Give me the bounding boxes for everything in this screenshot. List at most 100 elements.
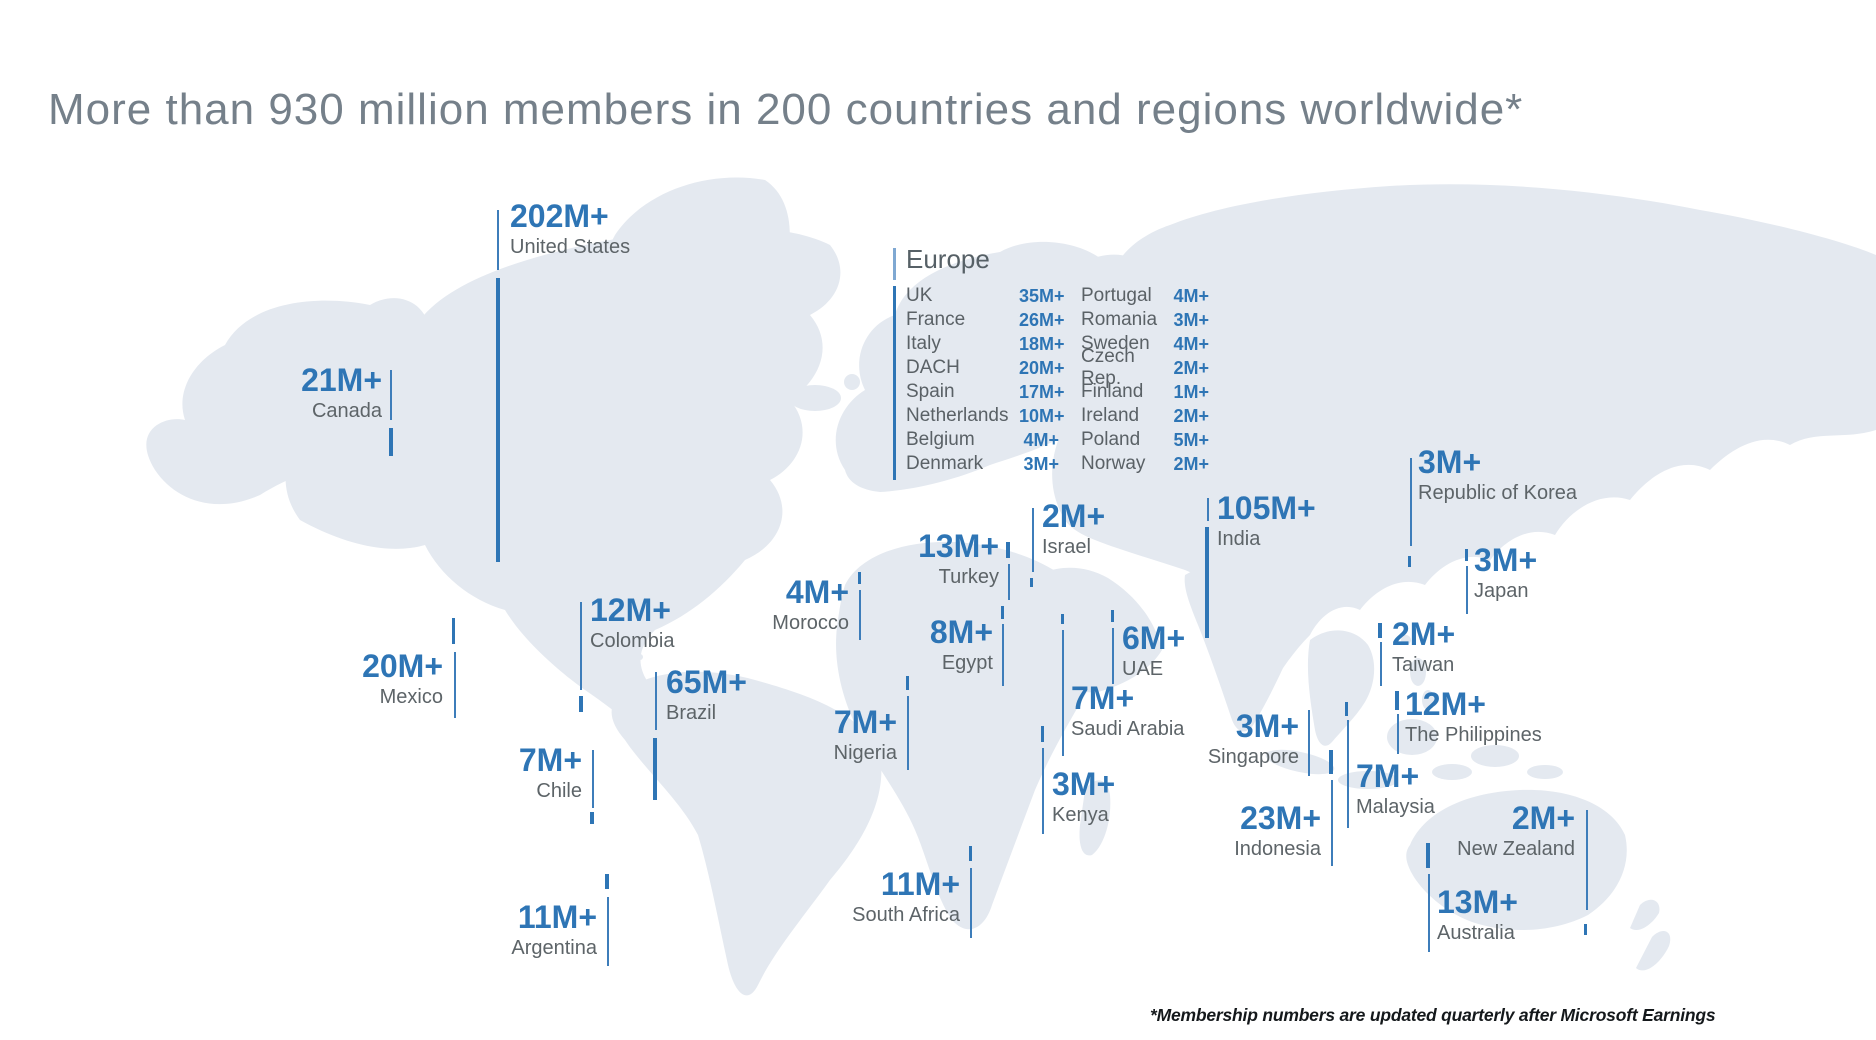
europe-value: 4M+ (1023, 429, 1059, 450)
europe-country: Sweden (1081, 333, 1150, 354)
callout-india: 105M+ India (1217, 492, 1316, 550)
callout-uae: 6M+ UAE (1122, 622, 1185, 680)
leader-line-saudi (1061, 614, 1064, 624)
member-count: 105M+ (1217, 490, 1316, 526)
country-name: Taiwan (1392, 654, 1455, 676)
country-name: New Zealand (1457, 838, 1575, 860)
leader-line-india (1205, 527, 1209, 638)
country-name: Colombia (590, 630, 675, 652)
europe-country: Belgium (906, 429, 975, 450)
country-name: Australia (1437, 922, 1515, 944)
country-name: Brazil (666, 702, 717, 724)
europe-value: 20M+ (1019, 357, 1065, 378)
member-count: 2M+ (1511, 800, 1575, 836)
member-count: 2M+ (1042, 498, 1106, 534)
leader-line-southafrica (970, 868, 972, 938)
country-name: United States (510, 236, 631, 258)
leader-line-mexico (454, 652, 456, 718)
leader-line-india (1207, 498, 1209, 521)
callout-morocco: 4M+ Morocco (772, 576, 849, 634)
member-count: 4M+ (785, 574, 849, 610)
member-count: 7M+ (1356, 758, 1420, 794)
europe-country: Netherlands (906, 405, 1009, 426)
leader-line-egypt (1002, 624, 1004, 686)
member-count: 21M+ (301, 362, 382, 398)
europe-panel-accent-line-top (893, 248, 896, 280)
europe-panel: Europe UK 35M+ Portugal 4M+ France 26M+ Romani… (893, 244, 1223, 494)
member-count: 7M+ (518, 742, 582, 778)
leader-line-turkey (1006, 542, 1010, 558)
leader-line-us (496, 278, 500, 562)
europe-country: Czech Rep. (1081, 346, 1135, 389)
member-count: 6M+ (1122, 620, 1186, 656)
europe-country-grid: UK 35M+ Portugal 4M+ France 26M+ Romania 3M+ Ita… (906, 284, 1209, 476)
country-name: Canada (311, 400, 382, 422)
leader-line-israel (1030, 578, 1033, 587)
country-name: India (1217, 528, 1261, 550)
callout-argentina: 11M+ Argentina (511, 901, 597, 959)
europe-country: UK (906, 285, 933, 306)
leader-line-southafrica (969, 846, 972, 861)
leader-line-egypt (1001, 606, 1004, 619)
leader-line-nigeria (907, 696, 909, 770)
leader-line-chile (590, 812, 594, 824)
leader-line-argentina (605, 874, 609, 889)
callout-kenya: 3M+ Kenya (1052, 768, 1115, 826)
member-count: 12M+ (590, 592, 671, 628)
country-name: Japan (1474, 580, 1529, 602)
country-name: Saudi Arabia (1071, 718, 1185, 740)
leader-line-japan (1466, 566, 1468, 614)
callout-taiwan: 2M+ Taiwan (1392, 618, 1455, 676)
country-name: Kenya (1052, 804, 1109, 826)
member-count: 3M+ (1052, 766, 1116, 802)
country-name: Nigeria (833, 742, 897, 764)
callout-saudi: 7M+ Saudi Arabia (1071, 682, 1184, 740)
leader-line-malaysia (1345, 702, 1348, 716)
page-title: More than 930 million members in 200 cou… (48, 85, 1524, 135)
callout-southafrica: 11M+ South Africa (852, 868, 960, 926)
member-count: 11M+ (517, 899, 597, 935)
leader-line-kenya (1041, 726, 1044, 742)
callout-mexico: 20M+ Mexico (362, 650, 443, 708)
member-count: 65M+ (666, 664, 747, 700)
country-name: South Africa (852, 904, 960, 926)
europe-value: 17M+ (1019, 381, 1065, 402)
europe-country: Finland (1081, 381, 1144, 402)
europe-value: 2M+ (1173, 453, 1209, 474)
leader-line-nigeria (906, 676, 909, 690)
member-count: 23M+ (1240, 800, 1321, 836)
europe-country: Romania (1081, 309, 1158, 330)
leader-line-saudi (1062, 630, 1064, 756)
callout-nigeria: 7M+ Nigeria (834, 706, 897, 764)
leader-line-uae (1112, 628, 1114, 684)
member-count: 3M+ (1418, 444, 1482, 480)
member-count: 3M+ (1474, 542, 1538, 578)
europe-country: Denmark (906, 453, 984, 474)
europe-country: France (906, 309, 966, 330)
country-name: Republic of Korea (1418, 482, 1577, 504)
callout-korea: 3M+ Republic of Korea (1418, 446, 1577, 504)
member-count: 20M+ (362, 648, 443, 684)
country-name: Mexico (379, 686, 443, 708)
leader-line-singapore (1308, 710, 1310, 776)
europe-country: DACH (906, 357, 960, 378)
leader-line-philippines (1397, 714, 1399, 754)
country-name: Chile (536, 780, 582, 802)
member-count: 13M+ (1437, 884, 1518, 920)
callout-chile: 7M+ Chile (519, 744, 582, 802)
member-count: 202M+ (510, 198, 609, 234)
callout-australia: 13M+ Australia (1437, 886, 1518, 944)
leader-line-indonesia (1331, 780, 1333, 866)
europe-value: 5M+ (1173, 429, 1209, 450)
europe-value: 10M+ (1019, 405, 1065, 426)
callout-singapore: 3M+ Singapore (1208, 710, 1299, 768)
leader-line-colombia (579, 696, 583, 712)
leader-line-newzealand (1584, 924, 1587, 935)
leader-line-taiwan (1378, 623, 1382, 638)
member-count: 8M+ (929, 614, 993, 650)
country-name: Malaysia (1356, 796, 1435, 818)
europe-country: Spain (906, 381, 955, 402)
member-count: 2M+ (1392, 616, 1456, 652)
footnote: *Membership numbers are updated quarterl… (1150, 1005, 1716, 1025)
